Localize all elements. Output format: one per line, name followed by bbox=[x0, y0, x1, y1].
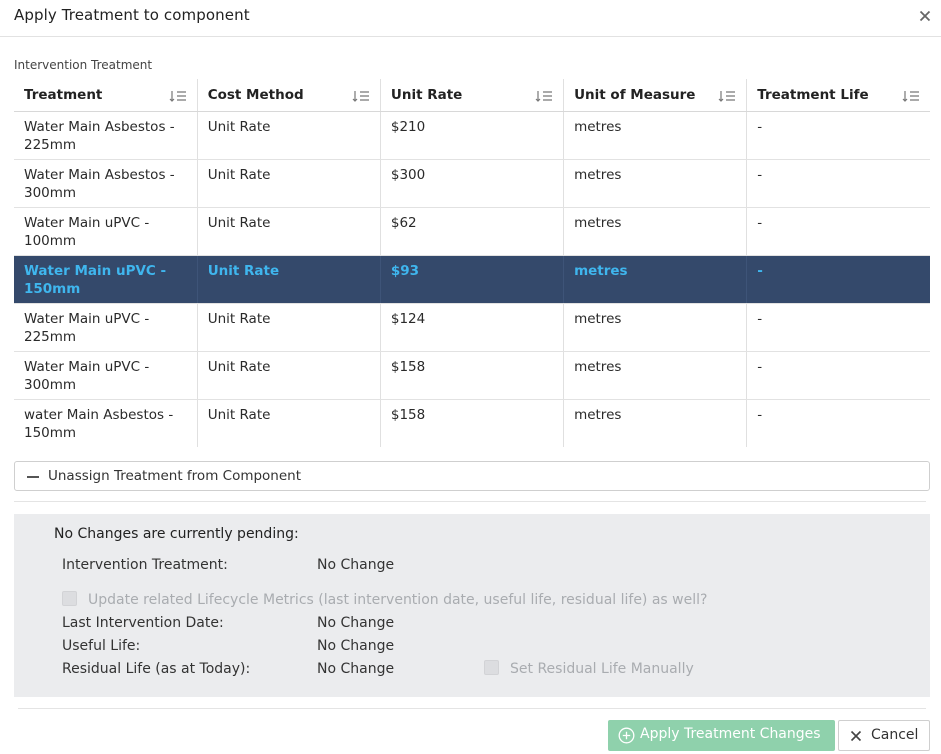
cell-cost-method: Unit Rate bbox=[197, 111, 381, 160]
cell-unit-rate: $300 bbox=[380, 159, 565, 208]
last-intervention-label: Last Intervention Date: bbox=[62, 615, 224, 631]
cell-cost-method: Unit Rate bbox=[197, 303, 381, 352]
dialog-header: Apply Treatment to component bbox=[0, 0, 941, 37]
sort-icon[interactable] bbox=[535, 88, 553, 104]
update-lifecycle-checkbox[interactable] bbox=[62, 591, 77, 606]
cell-unit-rate: $210 bbox=[380, 111, 565, 160]
cell-treatment: Water Main uPVC - 150mm bbox=[14, 255, 198, 304]
section-label: Intervention Treatment bbox=[14, 58, 153, 72]
cell-unit-rate: $124 bbox=[380, 303, 565, 352]
sort-icon[interactable] bbox=[902, 88, 920, 104]
cell-cost-method: Unit Rate bbox=[197, 159, 381, 208]
intervention-treatment-value: No Change bbox=[317, 557, 395, 573]
table-header-row: Treatment Cost Method Unit Rate Unit of … bbox=[14, 79, 930, 112]
table-row[interactable]: water Main Asbestos - 150mm Unit Rate $1… bbox=[14, 399, 930, 447]
cell-treatment: water Main Asbestos - 150mm bbox=[14, 399, 198, 447]
divider bbox=[18, 708, 926, 709]
cell-treatment-life: - bbox=[746, 159, 930, 208]
cell-unit-of-measure: metres bbox=[563, 111, 748, 160]
table-row[interactable]: Water Main Asbestos - 225mm Unit Rate $2… bbox=[14, 111, 930, 160]
column-header-unit-rate[interactable]: Unit Rate bbox=[380, 79, 565, 112]
treatment-table: Treatment Cost Method Unit Rate Unit of … bbox=[14, 79, 930, 447]
cell-unit-of-measure: metres bbox=[563, 399, 748, 447]
dialog-title: Apply Treatment to component bbox=[14, 6, 250, 24]
apply-treatment-changes-button[interactable]: Apply Treatment Changes bbox=[608, 720, 835, 751]
close-icon[interactable] bbox=[915, 6, 935, 26]
last-intervention-value: No Change bbox=[317, 615, 395, 631]
cell-cost-method: Unit Rate bbox=[197, 399, 381, 447]
cancel-button[interactable]: Cancel bbox=[838, 720, 930, 751]
set-residual-label: Set Residual Life Manually bbox=[510, 661, 694, 677]
cell-unit-rate: $158 bbox=[380, 399, 565, 447]
plus-circle-icon bbox=[618, 727, 635, 744]
apply-treatment-changes-label: Apply Treatment Changes bbox=[640, 726, 821, 742]
useful-life-value: No Change bbox=[317, 638, 395, 654]
cell-cost-method: Unit Rate bbox=[197, 255, 381, 304]
cell-unit-of-measure: metres bbox=[563, 303, 748, 352]
cell-unit-of-measure: metres bbox=[563, 255, 748, 304]
column-header-cost-method[interactable]: Cost Method bbox=[197, 79, 381, 112]
minus-icon bbox=[27, 476, 39, 478]
cell-treatment: Water Main uPVC - 300mm bbox=[14, 351, 198, 400]
cancel-label: Cancel bbox=[871, 727, 919, 743]
pending-heading: No Changes are currently pending: bbox=[54, 526, 299, 542]
column-header-unit-of-measure[interactable]: Unit of Measure bbox=[563, 79, 748, 112]
residual-life-label: Residual Life (as at Today): bbox=[62, 661, 251, 677]
update-lifecycle-label: Update related Lifecycle Metrics (last i… bbox=[88, 592, 708, 608]
table-row-selected[interactable]: Water Main uPVC - 150mm Unit Rate $93 me… bbox=[14, 255, 930, 304]
divider bbox=[14, 501, 926, 502]
cell-unit-rate: $158 bbox=[380, 351, 565, 400]
useful-life-label: Useful Life: bbox=[62, 638, 141, 654]
cell-unit-of-measure: metres bbox=[563, 351, 748, 400]
cell-treatment: Water Main Asbestos - 225mm bbox=[14, 111, 198, 160]
set-residual-checkbox[interactable] bbox=[484, 660, 499, 675]
cell-treatment: Water Main uPVC - 225mm bbox=[14, 303, 198, 352]
cell-unit-rate: $93 bbox=[380, 255, 565, 304]
close-icon bbox=[850, 730, 862, 742]
cell-treatment-life: - bbox=[746, 255, 930, 304]
unassign-treatment-label: Unassign Treatment from Component bbox=[48, 468, 302, 484]
cell-unit-of-measure: metres bbox=[563, 207, 748, 256]
sort-icon[interactable] bbox=[352, 88, 370, 104]
table-row[interactable]: Water Main uPVC - 300mm Unit Rate $158 m… bbox=[14, 351, 930, 400]
table-row[interactable]: Water Main uPVC - 225mm Unit Rate $124 m… bbox=[14, 303, 930, 352]
cell-treatment: Water Main Asbestos - 300mm bbox=[14, 159, 198, 208]
cell-treatment-life: - bbox=[746, 303, 930, 352]
cell-treatment: Water Main uPVC - 100mm bbox=[14, 207, 198, 256]
residual-life-value: No Change bbox=[317, 661, 395, 677]
cell-treatment-life: - bbox=[746, 351, 930, 400]
cell-cost-method: Unit Rate bbox=[197, 207, 381, 256]
cell-treatment-life: - bbox=[746, 207, 930, 256]
cell-treatment-life: - bbox=[746, 111, 930, 160]
cell-treatment-life: - bbox=[757, 406, 763, 423]
pending-changes-panel: No Changes are currently pending: Interv… bbox=[14, 514, 930, 697]
cell-unit-of-measure: metres bbox=[563, 159, 748, 208]
unassign-treatment-button[interactable]: Unassign Treatment from Component bbox=[14, 461, 930, 491]
sort-icon[interactable] bbox=[718, 88, 736, 104]
cell-cost-method: Unit Rate bbox=[197, 351, 381, 400]
table-row[interactable]: Water Main uPVC - 100mm Unit Rate $62 me… bbox=[14, 207, 930, 256]
sort-icon[interactable] bbox=[169, 88, 187, 104]
cell-unit-rate: $62 bbox=[380, 207, 565, 256]
intervention-treatment-label: Intervention Treatment: bbox=[62, 557, 228, 573]
table-row[interactable]: Water Main Asbestos - 300mm Unit Rate $3… bbox=[14, 159, 930, 208]
column-header-treatment-life[interactable]: Treatment Life bbox=[746, 79, 930, 112]
column-header-treatment[interactable]: Treatment bbox=[14, 79, 198, 112]
